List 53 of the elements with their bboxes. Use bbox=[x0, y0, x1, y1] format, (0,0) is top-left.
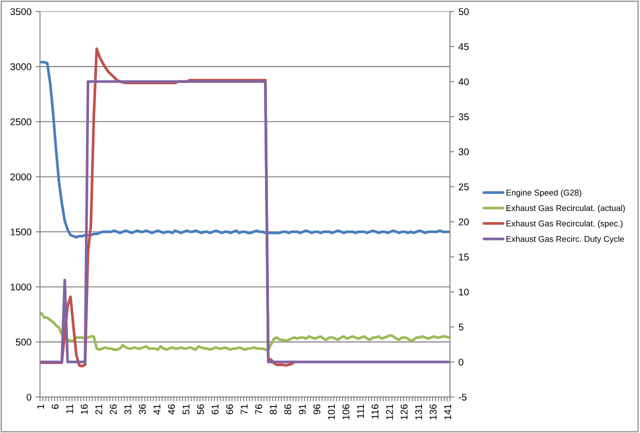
x-tick-label: 16 bbox=[80, 404, 88, 414]
y-tick-label: 0 bbox=[26, 394, 32, 401]
x-tick-label: 6 bbox=[52, 404, 59, 409]
x-tick-label: 26 bbox=[110, 404, 117, 414]
x-tick-label: 66 bbox=[226, 404, 234, 414]
x-tick-label: 61 bbox=[212, 404, 219, 414]
x-tick-label: 106 bbox=[342, 404, 350, 420]
y2-tick-label: 20 bbox=[458, 218, 469, 226]
x-tick-label: 111 bbox=[357, 404, 364, 418]
y-tick-label: 2500 bbox=[10, 118, 32, 126]
legend-label: Exhaust Gas Recirculat. (spec.) bbox=[506, 220, 622, 228]
x-tick-label: 141 bbox=[444, 404, 452, 420]
y2-tick-label: 0 bbox=[458, 358, 464, 366]
y2-tick-label: 50 bbox=[458, 8, 469, 16]
y2-tick-label: 35 bbox=[458, 113, 469, 120]
x-tick-label: 101 bbox=[328, 404, 335, 420]
y-tick-label: 3000 bbox=[10, 63, 32, 70]
x-tick-label: 21 bbox=[95, 404, 102, 414]
legend-label: Engine Speed (G28) bbox=[506, 189, 582, 198]
x-tick-label: 91 bbox=[298, 404, 306, 414]
x-tick-label: 76 bbox=[255, 404, 262, 414]
y2-tick-label: 10 bbox=[459, 288, 469, 296]
y2-tick-label: -5 bbox=[458, 394, 467, 401]
y-tick-label: 2000 bbox=[10, 173, 32, 180]
y2-tick-label: 45 bbox=[458, 43, 469, 50]
y2-tick-label: 25 bbox=[458, 183, 469, 190]
x-tick-label: 121 bbox=[386, 404, 393, 420]
y2-tick-label: 15 bbox=[459, 254, 469, 260]
x-tick-label: 46 bbox=[168, 404, 175, 415]
x-tick-label: 136 bbox=[430, 404, 437, 420]
x-tick-label: 131 bbox=[415, 404, 422, 420]
y2-tick-label: 40 bbox=[458, 78, 469, 86]
y2-tick-label: 30 bbox=[458, 148, 469, 156]
y-tick-label: 1500 bbox=[10, 228, 32, 236]
y-tick-label: 500 bbox=[16, 338, 32, 346]
y-tick-label: 3500 bbox=[10, 8, 32, 16]
x-tick-label: 51 bbox=[182, 404, 190, 414]
x-tick-label: 31 bbox=[124, 404, 132, 414]
x-tick-label: 11 bbox=[66, 404, 74, 414]
x-tick-label: 41 bbox=[154, 404, 160, 415]
x-tick-label: 56 bbox=[197, 404, 204, 414]
y-tick-label: 1000 bbox=[10, 284, 32, 290]
x-tick-label: 96 bbox=[313, 404, 320, 414]
x-tick-label: 71 bbox=[240, 404, 248, 414]
legend-label: Exhaust Gas Recirculat. (actual) bbox=[506, 204, 625, 213]
x-tick-label: 36 bbox=[138, 404, 146, 414]
legend-label: Exhaust Gas Recirc. Duty Cycle bbox=[506, 236, 624, 244]
x-tick-label: 116 bbox=[372, 404, 378, 419]
x-tick-label: 1 bbox=[37, 404, 44, 409]
x-tick-label: 126 bbox=[400, 404, 408, 420]
y2-tick-label: 5 bbox=[458, 324, 464, 331]
x-tick-label: 81 bbox=[270, 404, 277, 414]
x-tick-label: 86 bbox=[284, 404, 292, 414]
